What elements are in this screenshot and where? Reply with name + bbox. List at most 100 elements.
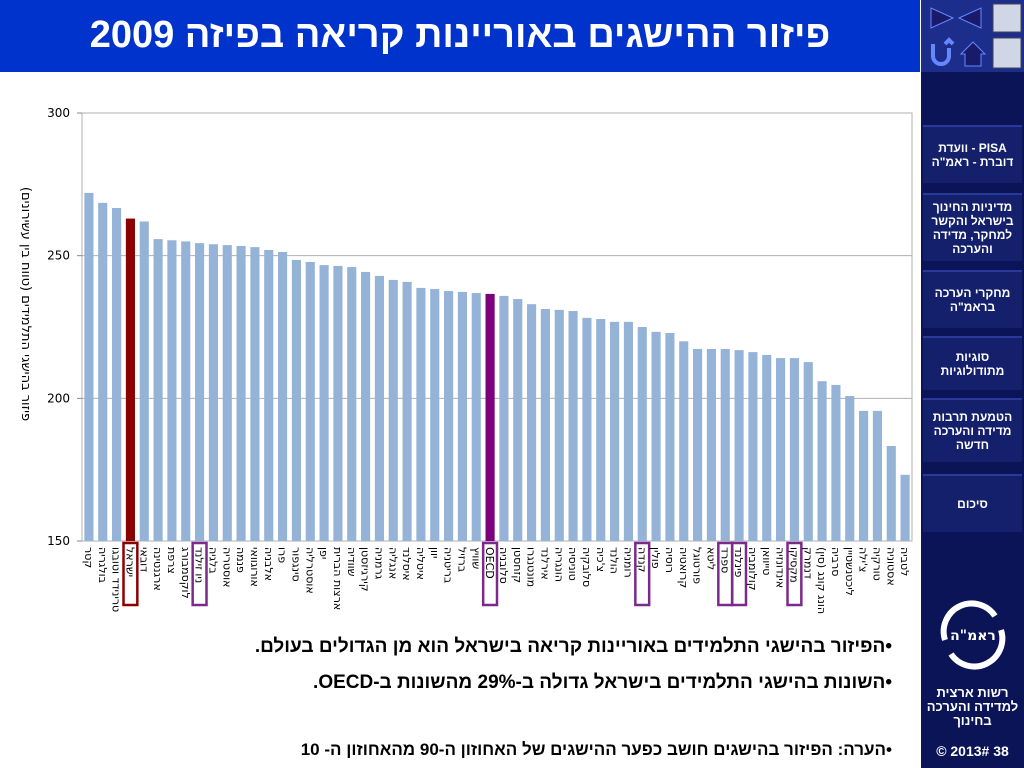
x-tick-label: טוניסיה [566, 547, 579, 581]
nav-mouse[interactable] [992, 37, 1022, 69]
bar [817, 381, 827, 541]
x-tick-label: ליטא [704, 547, 717, 570]
bar [582, 317, 592, 541]
x-tick-label: אירלנד [538, 547, 551, 580]
category-highlight [122, 541, 139, 607]
x-tick-label: רומניה [621, 547, 634, 578]
x-tick-label: בולגריה [96, 547, 109, 583]
menu-item[interactable]: סוגיות מתודולוגיות [923, 336, 1022, 390]
logo-mark: ראמ"ה [940, 600, 1006, 670]
bar [845, 396, 855, 541]
bar [872, 410, 882, 541]
bar [485, 293, 495, 541]
x-tick-label: פרו [276, 547, 289, 563]
bar [720, 348, 730, 541]
bar [831, 384, 841, 541]
bar [333, 265, 343, 541]
x-tick-label: טייוואן [760, 547, 773, 575]
bar [112, 208, 122, 542]
nav-prev[interactable] [957, 7, 982, 29]
x-tick-label: קנדה [635, 547, 648, 572]
title-bar: פיזור ההישגים באוריינות קריאה בפיזה 2009 [0, 0, 920, 72]
bar [554, 309, 564, 541]
bar [125, 218, 135, 541]
plot-frame [81, 112, 913, 542]
menu-item[interactable]: PISA - וועדת דוברת - ראמ"ה [923, 125, 1022, 183]
x-tick-label: הולנד [608, 547, 621, 574]
x-tick-label: פורטוגל [691, 547, 704, 584]
bar [98, 202, 108, 541]
x-tick-label: גרמניה [372, 547, 385, 580]
chart: פיזור בהישגי התלמידים (טווח בין עשירונים… [18, 106, 913, 614]
x-tick-label: יפן [317, 547, 330, 559]
y-tick-label: 250 [47, 249, 70, 263]
category-highlight [730, 541, 748, 607]
bar [859, 410, 869, 541]
bar [222, 245, 232, 542]
x-tick-label: סלובניה [497, 547, 510, 584]
bar [208, 244, 218, 541]
bar [319, 265, 329, 541]
x-tick-label: פולין [649, 547, 662, 569]
x-tick-label: אנגליה [386, 547, 399, 579]
x-tick-label: צ'ילה [857, 547, 870, 572]
logo-arc [940, 600, 998, 641]
x-tick-label: הונג קונג (סין) [815, 547, 828, 614]
nav-icon-set [930, 3, 1022, 69]
y-tick-label: 150 [47, 534, 70, 548]
sidebar: PISA - וועדת דוברת - ראמ"ה מדיניות החינו… [921, 0, 1024, 768]
menu-item[interactable]: סיכום [923, 474, 1022, 532]
bar [665, 332, 675, 541]
y-tick-label: 300 [47, 106, 70, 120]
x-tick-label: מונטנגרו [525, 547, 538, 587]
menu-item[interactable]: מחקרי הערכה בראמ"ה [923, 270, 1022, 328]
menu-item[interactable]: הטמעת תרבות מדידה והערכה חדשה [923, 398, 1022, 462]
x-tick-label: ארצות הברית [331, 547, 344, 610]
x-tick-label: אלבניה [262, 547, 275, 581]
x-tick-label: הונגריה [552, 547, 565, 582]
bar [762, 354, 772, 541]
slide-footer: © 2013# 38 [936, 743, 1009, 759]
bar [457, 291, 467, 541]
bar [430, 289, 440, 541]
x-tick-label: קזחסטן [511, 547, 524, 583]
bar [900, 474, 910, 541]
nav-home[interactable] [959, 41, 987, 67]
x-tick-label: ברזיל [455, 547, 468, 572]
bar [886, 445, 896, 541]
nav-book[interactable] [992, 3, 1022, 33]
nav-icons [921, 0, 1024, 72]
bar [568, 311, 578, 541]
logo-text: ראמ"ה [950, 628, 996, 644]
bar [291, 259, 301, 541]
bar [623, 321, 633, 541]
note: •הערה: הפיזור בהישגים חושב כפער ההישגים … [300, 740, 892, 759]
bar [706, 348, 716, 541]
x-tick-label: סלובקיה [580, 547, 593, 587]
x-tick-label: קולומביה [746, 547, 759, 591]
bar [679, 341, 689, 541]
bar [734, 350, 744, 541]
bar [803, 362, 813, 541]
bar [139, 221, 149, 541]
bar [195, 243, 205, 541]
bar [84, 192, 94, 541]
x-tick-label: רוסיה [663, 547, 676, 573]
category-highlight [634, 541, 651, 607]
bar [776, 358, 786, 541]
nav-next[interactable] [930, 7, 955, 29]
menu-item[interactable]: מדיניות החינוך בישראל והקשר למחקר, מדידה… [923, 193, 1022, 261]
x-tick-label: לטביה [898, 547, 911, 576]
category-highlight [786, 541, 803, 607]
bar [471, 293, 481, 541]
x-tick-label: בריטניה [442, 547, 455, 583]
bar [610, 321, 620, 541]
bar [374, 275, 384, 541]
x-tick-label: לוקסמבורג [179, 547, 192, 599]
bullet: •השונות בהישגי התלמידים בישראל גדולה ב-2… [313, 672, 892, 693]
bar [167, 240, 177, 541]
bar [748, 352, 758, 541]
bar [637, 327, 647, 541]
org-name: רשות ארצית למדידה והערכה בחינוך [926, 685, 1019, 728]
nav-return[interactable] [931, 37, 955, 66]
